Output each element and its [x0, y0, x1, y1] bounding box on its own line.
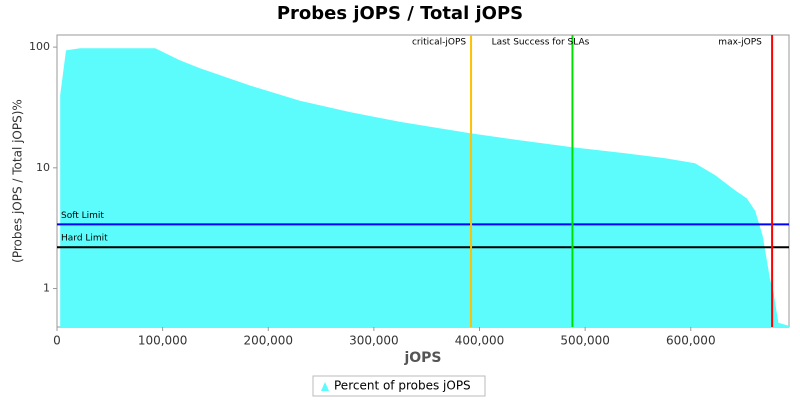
x-tick-label: 200,000 — [243, 334, 293, 348]
x-tick-label: 0 — [53, 334, 61, 348]
y-tick-label: 10 — [36, 161, 50, 174]
marker-label: critical-jOPS — [412, 38, 466, 48]
limit-label: Soft Limit — [61, 211, 104, 221]
x-tick-label: 600,000 — [666, 334, 716, 348]
y-tick-label: 1 — [43, 282, 50, 295]
x-tick-label: 500,000 — [560, 334, 610, 348]
x-tick-label: 400,000 — [455, 334, 505, 348]
y-axis-label: (Probes jOPS / Total jOPS)% — [11, 99, 25, 263]
chart-title: Probes jOPS / Total jOPS — [277, 3, 523, 24]
area — [60, 48, 789, 327]
legend-box — [312, 375, 486, 397]
y-tick-label: 100 — [29, 40, 50, 53]
legend-label: Percent of probes jOPS — [334, 379, 471, 393]
marker-label: Last Success for SLAs — [492, 38, 590, 48]
limit-label: Hard Limit — [61, 234, 108, 244]
x-tick-label: 100,000 — [138, 334, 188, 348]
marker-label: max-jOPS — [718, 38, 762, 48]
x-tick-label: 300,000 — [349, 334, 399, 348]
x-axis-label: jOPS — [403, 350, 441, 366]
legend-swatch — [321, 382, 329, 391]
